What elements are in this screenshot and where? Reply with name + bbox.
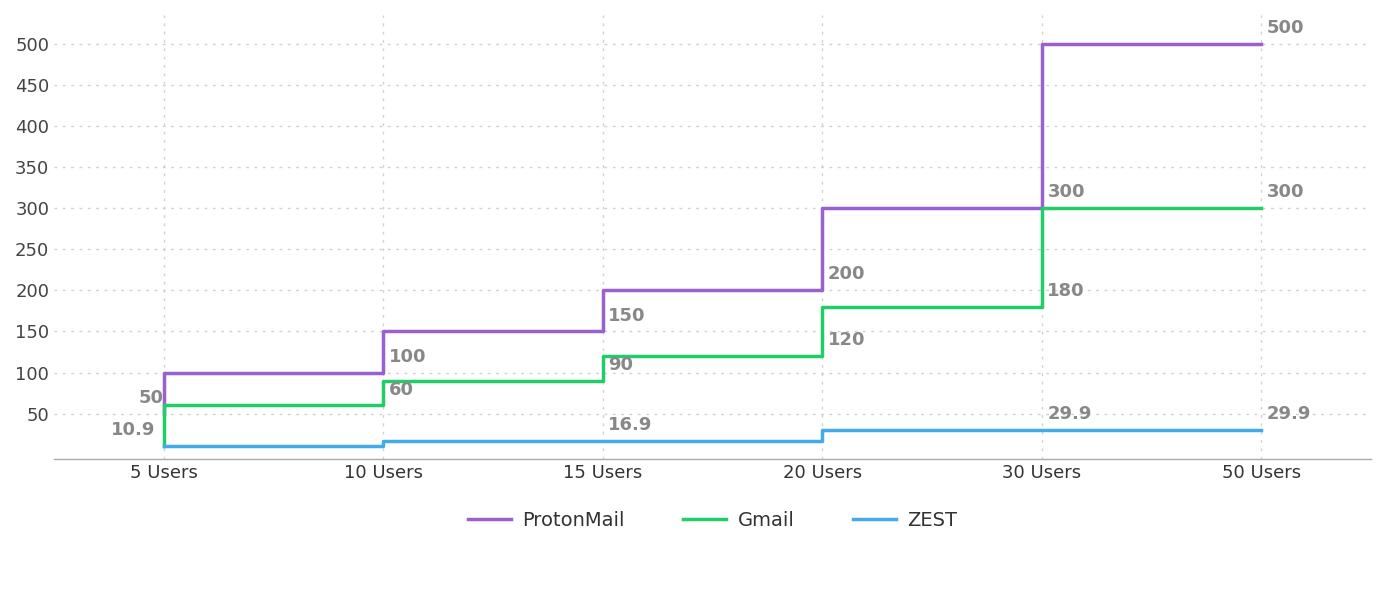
Text: 90: 90 xyxy=(608,356,633,374)
Text: 180: 180 xyxy=(1048,282,1085,300)
Text: 100: 100 xyxy=(389,348,427,366)
Text: 300: 300 xyxy=(1267,183,1304,201)
Text: 10.9: 10.9 xyxy=(111,421,155,439)
Text: 60: 60 xyxy=(389,381,414,398)
Legend: ProtonMail, Gmail, ZEST: ProtonMail, Gmail, ZEST xyxy=(460,503,965,538)
Text: 300: 300 xyxy=(1048,183,1085,201)
Text: 29.9: 29.9 xyxy=(1048,405,1092,423)
Text: 150: 150 xyxy=(608,306,646,325)
Text: 16.9: 16.9 xyxy=(608,416,653,434)
Text: 500: 500 xyxy=(1267,19,1304,37)
Text: 50: 50 xyxy=(139,389,164,406)
Text: 200: 200 xyxy=(827,265,865,284)
Text: 120: 120 xyxy=(827,331,865,349)
Text: 29.9: 29.9 xyxy=(1267,405,1311,423)
